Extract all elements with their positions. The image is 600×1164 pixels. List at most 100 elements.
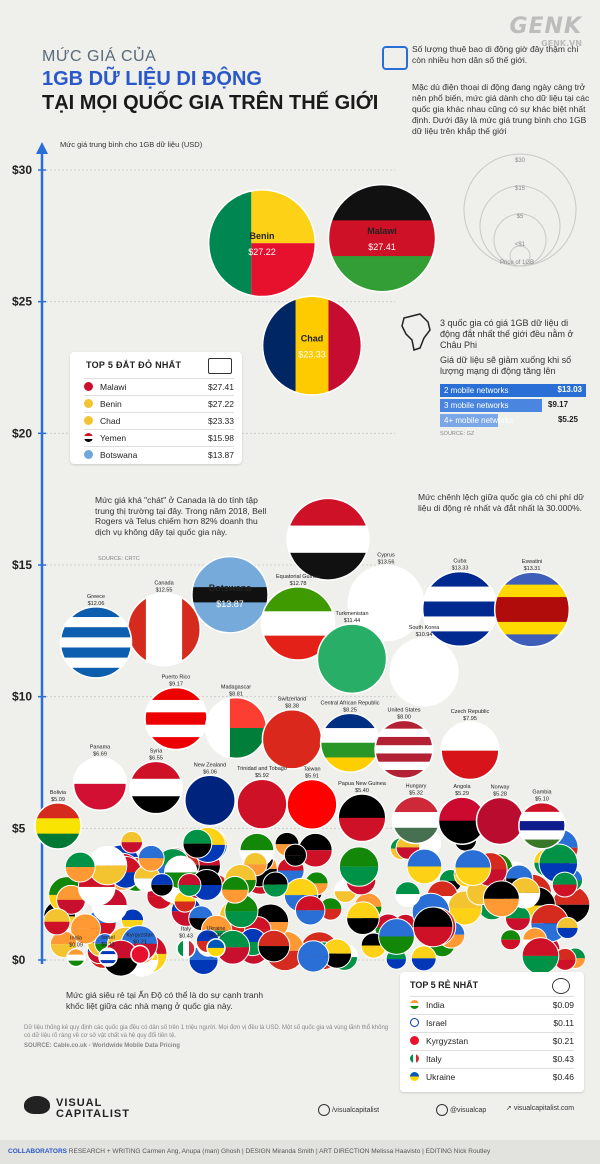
bubble-country-label: South Korea [409,625,441,631]
bubble-country-label: Hungary [406,783,427,789]
bubble-country-label: Ukraine [207,926,226,932]
flag-stripe [320,742,380,758]
flag-bubble-trinidad [237,779,287,829]
flag-outline [257,929,291,963]
flag-stripe [145,593,165,666]
gap-note: Mức chênh lệch giữa quốc gia có chi phí … [418,492,584,513]
social-twitter-link[interactable]: @visualcap [436,1104,486,1116]
flag-outline [262,871,289,898]
flag-stripe [145,724,207,738]
flag-stripe [207,947,225,957]
data-source: SOURCE: Cable.co.uk - Worldwide Mobile D… [24,1043,180,1049]
flag-stripe [120,831,143,843]
background-flag-bubble [43,908,71,936]
top5-expensive-row: Chad $23.33 [84,412,234,427]
flag-stripe [275,832,299,845]
flag-stripe [121,909,144,921]
flag-stripe [334,880,357,892]
flag-outline [43,908,71,936]
flag-bubble-turkmenistan [317,624,387,694]
bubble-value-label: $0.43 [179,934,193,940]
website-link[interactable]: ➚ visualcapitalist.com [506,1104,574,1112]
flag-stripe [554,948,577,960]
disclaimer: Dữ liệu thống kê quy định các quốc gia đ… [24,1024,394,1050]
flag-bubble-outline [59,606,133,679]
intro-text-2: Mặc dù điện thoại di động đang ngày càng… [412,82,590,136]
flag-stripe [145,699,207,713]
top5-expensive-title: TOP 5 ĐẮT ĐỎ NHẤT [86,360,182,370]
flag-stripe [500,939,521,950]
flag-bubble-outline [98,947,118,967]
network-row: 4+ mobile networks $5.25 [440,414,586,429]
bubble-value-label: $27.22 [248,247,276,257]
flag-outline [137,844,165,872]
flag-outline [482,880,520,918]
social-facebook-link[interactable]: /visualcapitalist [318,1104,379,1116]
flag-stripe [205,697,230,759]
flag-stripe [258,930,290,947]
flag-stripe [375,761,433,771]
row-name: Malawi [100,382,127,392]
top5-cheapest-box: TOP 5 RẺ NHẤT India $0.09 Israel $0.11 Kyr… [400,972,584,1092]
bubble-country-label: Bolivia [50,790,67,796]
disclaimer-text: Dữ liệu thống kê quy định các quốc gia đ… [24,1025,389,1039]
india-flag-icon [410,1000,419,1009]
network-bars: 2 mobile networks $13.03 3 mobile network… [440,384,586,437]
visual-capitalist-brand[interactable]: VISUAL CAPITALIST [56,1098,130,1120]
row-name: Yemen [100,433,127,443]
genk-logo[interactable]: GENK GENK.VN [509,14,582,48]
flag-stripe [518,839,566,849]
flag-stripe [298,833,333,851]
row-name: Italy [426,1054,442,1064]
flag-stripe [476,797,524,845]
flag-outline [500,929,522,951]
flag-stripe [298,850,333,867]
flag-stripe [339,846,379,867]
row-name: Botswana [100,450,138,460]
bubble-value-label: $8.38 [285,704,299,710]
flag-stripe [522,955,559,975]
row-name: Chad [100,416,121,426]
bubble-value-label: $8.25 [343,707,357,713]
flag-stripe [221,889,249,904]
bubble-country-label: Puerto Rico [162,675,191,681]
y-axis-label: Mức giá trung bình cho 1GB dữ liệu (USD) [60,140,203,149]
flag-stripe [375,736,433,746]
flag-stripe [129,778,183,797]
bubble-value-label: $27.41 [368,242,396,252]
flag-stripe [284,878,318,896]
flag-bubble-outline [286,497,370,581]
flag-stripe [43,908,71,922]
kyrgyzstan-flag-icon [410,1036,419,1045]
bubble-value-label: $10.94 [416,632,433,638]
flag-stripe [127,593,147,666]
flag-stripe [320,757,380,773]
flag-stripe [121,920,144,932]
collaborators-bar: COLLABORATORS RESEARCH + WRITING Carmen … [0,1140,600,1164]
bubble-country-label: Equatorial Guinea [276,574,321,580]
flag-stripe [191,602,269,619]
bubble-value-label: $5.40 [355,788,369,794]
bubble-country-label: United States [387,707,420,713]
flag-stripe [196,929,220,942]
flag-stripe [346,901,380,919]
top5-cheapest-row: Kyrgyzstan $0.21 [410,1032,574,1047]
flag-stripe [483,880,520,899]
flag-stripe [396,847,420,860]
background-flag-bubble [412,906,454,948]
bubble-value-label: $11.44 [344,618,360,624]
flag-outline [338,846,380,887]
y-tick-label: $25 [12,295,32,309]
africa-icon [401,313,431,351]
legend-caption: Price of 1GB [500,260,535,266]
chad-flag-icon [84,416,93,425]
flag-stripe [422,616,498,632]
top5-cheapest-row: Israel $0.11 [410,1014,574,1029]
flag-outline [454,849,492,886]
flag-stripe [120,842,143,854]
top5-expensive-row: Benin $27.22 [84,395,234,410]
ukraine-flag-icon [410,1072,419,1081]
flag-stripe [221,876,249,890]
india-note: Mức giá siêu rẻ tại Ấn Độ có thể là do s… [66,990,264,1011]
flag-stripe [494,584,570,598]
